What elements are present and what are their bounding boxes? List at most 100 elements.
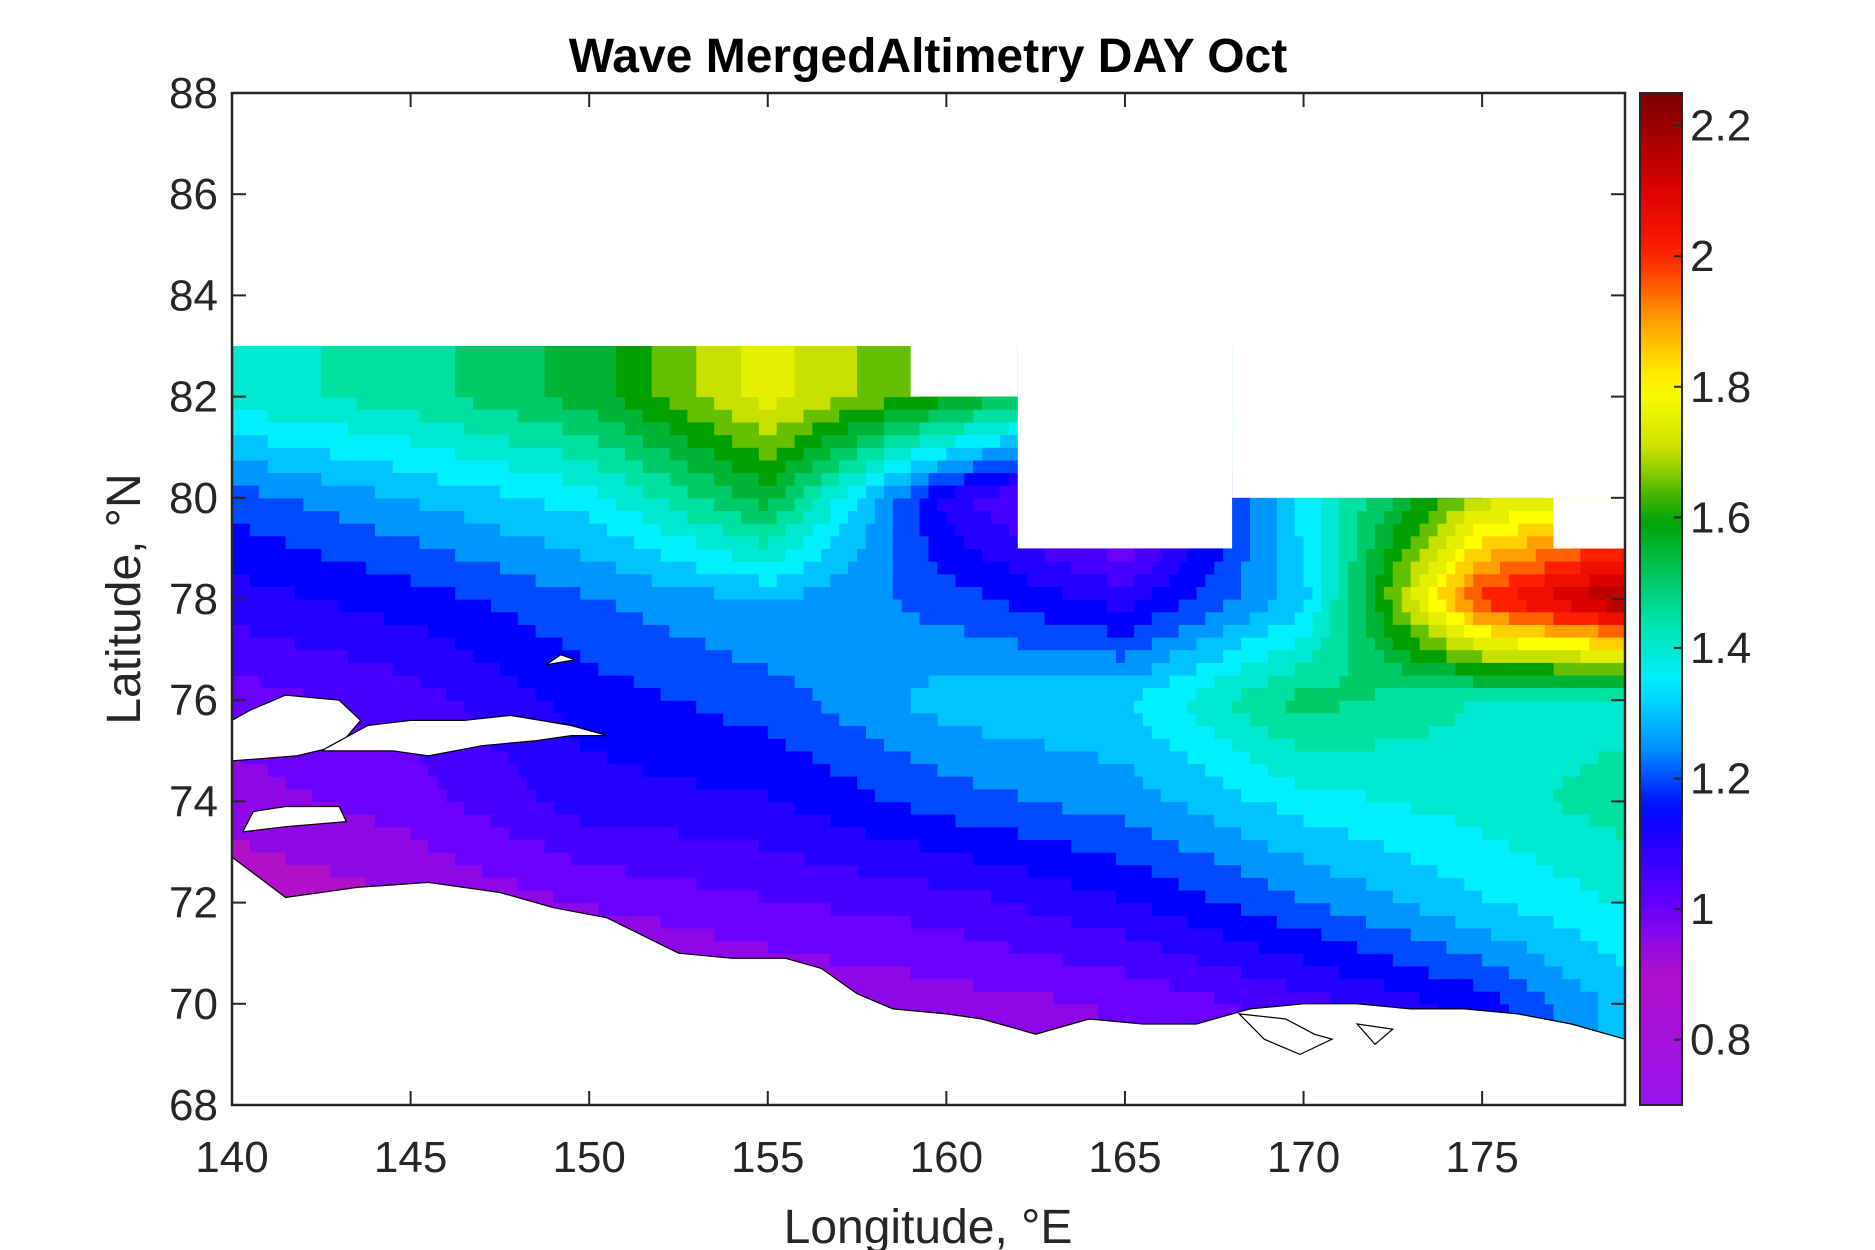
contour-cell xyxy=(401,864,412,878)
contour-cell xyxy=(446,776,456,790)
contour-cell xyxy=(937,725,947,739)
contour-cell xyxy=(1580,788,1590,803)
contour-cell xyxy=(660,902,671,916)
contour-cell xyxy=(1303,877,1313,891)
contour-cell xyxy=(964,738,974,752)
contour-cell xyxy=(830,826,840,840)
contour-cell xyxy=(1517,978,1528,992)
contour-cell xyxy=(473,788,483,803)
contour-cell xyxy=(1151,788,1162,803)
contour-cell xyxy=(1357,674,1367,689)
contour-cell xyxy=(232,662,242,676)
contour-cell xyxy=(1553,864,1564,878)
contour-cell xyxy=(1392,750,1403,765)
contour-cell xyxy=(1348,814,1358,828)
contour-cell xyxy=(357,750,367,765)
contour-cell xyxy=(669,902,679,916)
contour-cell xyxy=(401,852,412,866)
contour-cell xyxy=(785,890,796,904)
contour-cell xyxy=(1107,940,1117,954)
contour-cell xyxy=(571,852,581,866)
contour-cell xyxy=(1026,776,1037,790)
contour-cell xyxy=(812,712,822,727)
contour-cell xyxy=(1562,700,1572,714)
contour-cell xyxy=(1107,814,1117,828)
contour-cell xyxy=(1455,953,1465,967)
contour-cell xyxy=(303,826,313,840)
contour-cell xyxy=(1508,953,1519,967)
contour-cell xyxy=(410,776,421,790)
contour-cell xyxy=(919,915,930,929)
contour-cell xyxy=(830,839,840,853)
contour-cell xyxy=(946,700,956,714)
contour-cell xyxy=(473,750,483,765)
contour-cell xyxy=(696,788,706,803)
contour-cell xyxy=(1375,801,1385,815)
contour-cell xyxy=(1312,915,1322,929)
contour-cell xyxy=(732,801,742,815)
contour-cell xyxy=(794,890,805,904)
contour-cell xyxy=(1026,814,1037,828)
contour-cell xyxy=(1142,940,1153,954)
contour-cell xyxy=(499,763,510,777)
contour-cell xyxy=(723,750,733,765)
contour-cell xyxy=(964,750,974,765)
contour-cell xyxy=(866,953,876,967)
contour-cell xyxy=(616,738,626,752)
contour-cell xyxy=(919,738,930,752)
contour-cell xyxy=(1241,864,1251,878)
contour-cell xyxy=(794,915,805,929)
contour-cell xyxy=(1500,801,1510,815)
contour-cell xyxy=(1410,788,1421,803)
contour-cell xyxy=(928,940,938,954)
contour-cell xyxy=(1544,712,1555,727)
contour-cell xyxy=(669,750,679,765)
contour-cell xyxy=(1124,763,1135,777)
contour-cell xyxy=(1116,750,1126,765)
contour-cell xyxy=(1517,965,1528,980)
contour-cell xyxy=(812,674,822,689)
contour-cell xyxy=(1232,826,1242,840)
contour-cell xyxy=(517,839,528,853)
contour-cell xyxy=(1169,940,1180,954)
contour-cell xyxy=(1526,801,1537,815)
contour-cell xyxy=(946,801,956,815)
contour-cell xyxy=(1241,763,1251,777)
contour-cell xyxy=(1366,877,1376,891)
contour-cell xyxy=(767,725,778,739)
contour-cell xyxy=(1553,953,1564,967)
contour-cell xyxy=(1437,725,1447,739)
contour-cell xyxy=(1553,712,1564,727)
contour-cell xyxy=(821,712,831,727)
contour-cell xyxy=(1473,953,1483,967)
contour-cell xyxy=(428,839,438,853)
contour-cell xyxy=(1491,750,1501,765)
contour-cell xyxy=(1312,712,1322,727)
contour-cell xyxy=(1410,890,1421,904)
contour-cell xyxy=(1500,788,1510,803)
contour-cell xyxy=(1437,763,1447,777)
contour-cell xyxy=(678,877,688,891)
contour-cell xyxy=(1348,978,1358,992)
contour-cell xyxy=(642,725,653,739)
contour-cell xyxy=(339,839,349,853)
contour-cell xyxy=(1196,738,1206,752)
contour-cell xyxy=(660,864,671,878)
contour-cell xyxy=(964,965,974,980)
contour-cell xyxy=(642,738,653,752)
contour-cell xyxy=(1535,700,1546,714)
contour-cell xyxy=(794,788,805,803)
contour-cell xyxy=(1571,738,1581,752)
contour-cell xyxy=(1455,814,1465,828)
contour-cell xyxy=(276,788,287,803)
contour-cell xyxy=(1124,927,1135,942)
contour-cell xyxy=(946,953,956,967)
contour-cell xyxy=(910,750,921,765)
contour-cell xyxy=(1035,991,1046,1005)
contour-cell xyxy=(955,890,965,904)
contour-cell xyxy=(1598,776,1608,790)
contour-cell xyxy=(544,700,554,714)
contour-cell xyxy=(1616,965,1625,980)
contour-cell xyxy=(767,940,778,954)
contour-cell xyxy=(1026,978,1037,992)
